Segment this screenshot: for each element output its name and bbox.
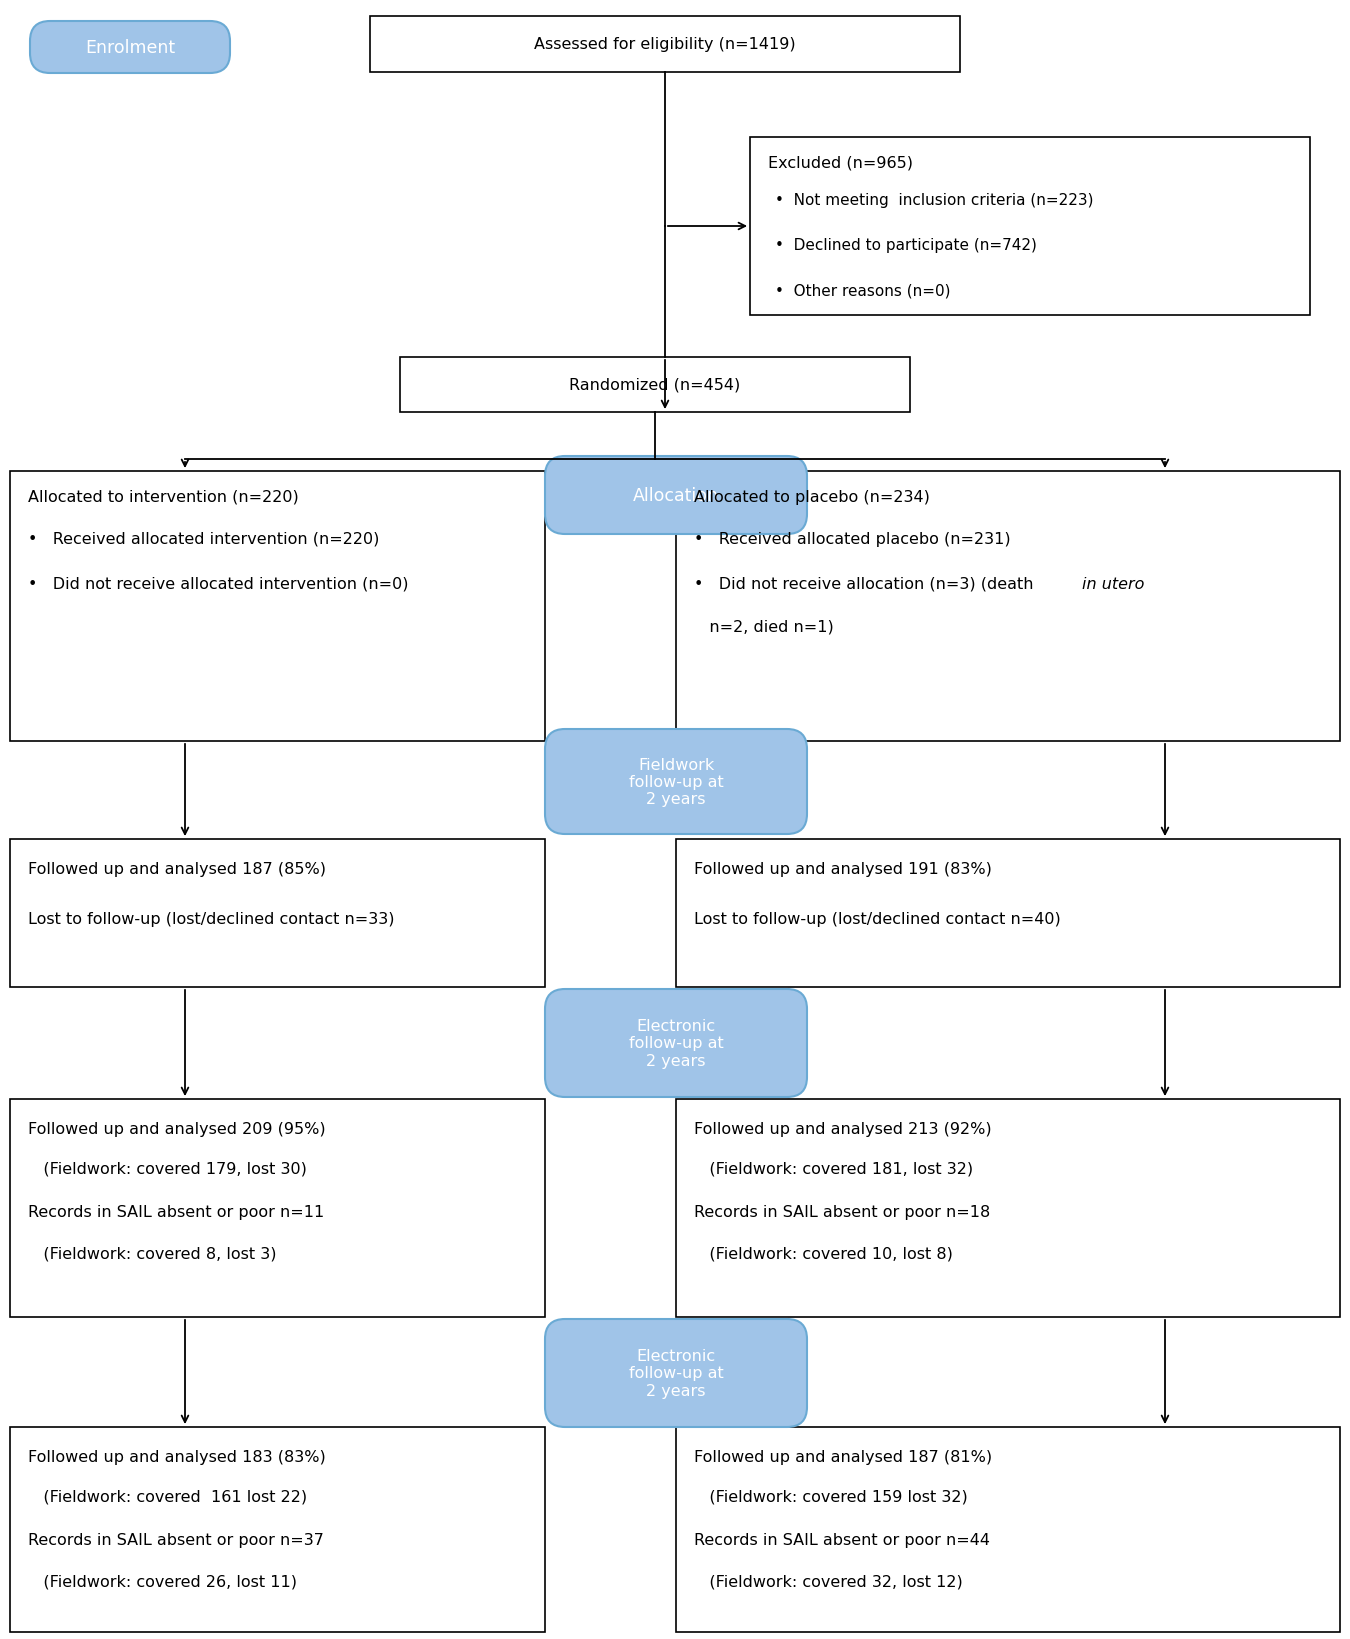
Text: Followed up and analysed 187 (85%): Followed up and analysed 187 (85%): [28, 862, 325, 877]
Text: (Fieldwork: covered 26, lost 11): (Fieldwork: covered 26, lost 11): [28, 1573, 297, 1590]
FancyBboxPatch shape: [370, 16, 960, 74]
FancyBboxPatch shape: [676, 472, 1341, 741]
FancyBboxPatch shape: [9, 472, 545, 741]
FancyBboxPatch shape: [9, 1100, 545, 1318]
Text: Followed up and analysed 187 (81%): Followed up and analysed 187 (81%): [694, 1449, 992, 1464]
Text: •  Not meeting  inclusion criteria (n=223): • Not meeting inclusion criteria (n=223): [775, 193, 1094, 208]
Text: •   Received allocated placebo (n=231): • Received allocated placebo (n=231): [694, 531, 1011, 547]
Text: Allocation: Allocation: [633, 487, 720, 505]
Text: in utero: in utero: [1081, 577, 1145, 592]
Text: Allocated to intervention (n=220): Allocated to intervention (n=220): [28, 490, 298, 505]
Text: •  Declined to participate (n=742): • Declined to participate (n=742): [775, 238, 1037, 252]
Text: Records in SAIL absent or poor n=18: Records in SAIL absent or poor n=18: [694, 1205, 991, 1219]
FancyBboxPatch shape: [30, 21, 230, 74]
Text: Excluded (n=965): Excluded (n=965): [768, 156, 913, 170]
Text: Records in SAIL absent or poor n=37: Records in SAIL absent or poor n=37: [28, 1532, 324, 1547]
Text: Records in SAIL absent or poor n=44: Records in SAIL absent or poor n=44: [694, 1532, 990, 1547]
Text: •   Received allocated intervention (n=220): • Received allocated intervention (n=220…: [28, 531, 379, 547]
Text: Followed up and analysed 183 (83%): Followed up and analysed 183 (83%): [28, 1449, 325, 1464]
Text: Randomized (n=454): Randomized (n=454): [570, 377, 741, 393]
FancyBboxPatch shape: [400, 357, 910, 413]
Text: Followed up and analysed 191 (83%): Followed up and analysed 191 (83%): [694, 862, 992, 877]
Text: Electronic
follow-up at
2 years: Electronic follow-up at 2 years: [629, 1018, 724, 1069]
Text: Allocated to placebo (n=234): Allocated to placebo (n=234): [694, 490, 930, 505]
FancyBboxPatch shape: [545, 1319, 807, 1428]
FancyBboxPatch shape: [676, 1100, 1341, 1318]
Text: (Fieldwork: covered 179, lost 30): (Fieldwork: covered 179, lost 30): [28, 1162, 306, 1177]
Text: (Fieldwork: covered 10, lost 8): (Fieldwork: covered 10, lost 8): [694, 1246, 953, 1262]
Text: Followed up and analysed 209 (95%): Followed up and analysed 209 (95%): [28, 1121, 325, 1136]
Text: Fieldwork
follow-up at
2 years: Fieldwork follow-up at 2 years: [629, 757, 724, 806]
Text: (Fieldwork: covered 181, lost 32): (Fieldwork: covered 181, lost 32): [694, 1162, 973, 1177]
FancyBboxPatch shape: [751, 138, 1310, 316]
Text: •   Did not receive allocated intervention (n=0): • Did not receive allocated intervention…: [28, 577, 409, 592]
FancyBboxPatch shape: [9, 1428, 545, 1632]
Text: Followed up and analysed 213 (92%): Followed up and analysed 213 (92%): [694, 1121, 992, 1136]
FancyBboxPatch shape: [545, 729, 807, 834]
Text: •   Did not receive allocation (n=3) (death: • Did not receive allocation (n=3) (deat…: [694, 577, 1038, 592]
Text: (Fieldwork: covered  161 lost 22): (Fieldwork: covered 161 lost 22): [28, 1490, 306, 1505]
FancyBboxPatch shape: [676, 839, 1341, 987]
Text: •  Other reasons (n=0): • Other reasons (n=0): [775, 284, 950, 298]
Text: Lost to follow-up (lost/declined contact n=33): Lost to follow-up (lost/declined contact…: [28, 911, 394, 926]
Text: Enrolment: Enrolment: [85, 39, 176, 57]
Text: Lost to follow-up (lost/declined contact n=40): Lost to follow-up (lost/declined contact…: [694, 911, 1061, 926]
Text: Assessed for eligibility (n=1419): Assessed for eligibility (n=1419): [535, 38, 795, 52]
Text: Records in SAIL absent or poor n=11: Records in SAIL absent or poor n=11: [28, 1205, 324, 1219]
Text: (Fieldwork: covered 8, lost 3): (Fieldwork: covered 8, lost 3): [28, 1246, 277, 1262]
FancyBboxPatch shape: [676, 1428, 1341, 1632]
Text: (Fieldwork: covered 32, lost 12): (Fieldwork: covered 32, lost 12): [694, 1573, 963, 1590]
Text: Electronic
follow-up at
2 years: Electronic follow-up at 2 years: [629, 1349, 724, 1398]
Text: (Fieldwork: covered 159 lost 32): (Fieldwork: covered 159 lost 32): [694, 1490, 968, 1505]
FancyBboxPatch shape: [545, 457, 807, 534]
Text: n=2, died n=1): n=2, died n=1): [694, 620, 834, 634]
FancyBboxPatch shape: [545, 990, 807, 1098]
FancyBboxPatch shape: [9, 839, 545, 987]
